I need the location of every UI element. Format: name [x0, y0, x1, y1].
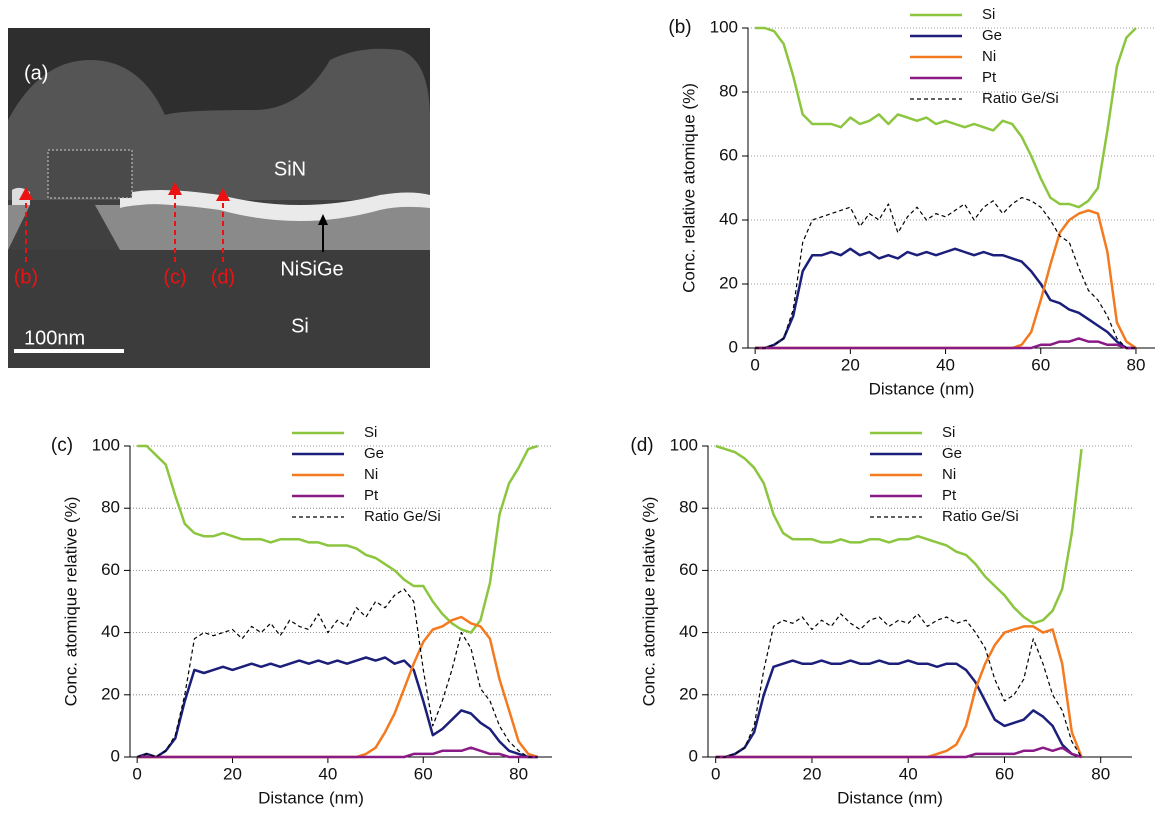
arrow-head	[168, 182, 182, 195]
x-tick-label: 20	[841, 355, 860, 374]
legend-label: Si	[942, 424, 955, 441]
y-tick-label: 0	[729, 337, 738, 356]
x-tick-label: 0	[711, 764, 720, 783]
x-tick-label: 20	[223, 764, 242, 783]
series-line	[755, 247, 1136, 350]
profile-label: (c)	[163, 266, 186, 288]
y-tick-label: 20	[679, 684, 698, 703]
x-tick-label: 60	[1031, 355, 1050, 374]
legend-label: Pt	[942, 487, 957, 504]
series-line	[137, 746, 538, 759]
series-line	[715, 746, 1082, 759]
legend-label: Ratio Ge/Si	[364, 508, 441, 525]
legend-label: Ni	[364, 466, 378, 483]
y-tick-label: 40	[101, 622, 120, 641]
legend-label: Si	[364, 424, 377, 441]
legend-label: Ratio Ge/Si	[982, 90, 1059, 107]
x-tick-label: 0	[750, 355, 759, 374]
legend-label: Ni	[942, 466, 956, 483]
series-line	[755, 197, 1136, 349]
y-tick-label: 80	[679, 498, 698, 517]
series-line	[755, 337, 1136, 350]
nisige-layer	[120, 190, 430, 221]
arrow-head	[19, 187, 33, 200]
series-line	[136, 656, 538, 759]
x-tick-label: 80	[1091, 764, 1110, 783]
y-tick-label: 20	[101, 684, 120, 703]
legend-label: Si	[982, 6, 995, 23]
arrows	[19, 182, 328, 262]
layer-label: NiSiGe	[280, 258, 343, 280]
panel-label: (b)	[668, 17, 691, 38]
x-tick-label: 40	[899, 764, 918, 783]
scale-label: 100nm	[24, 327, 85, 349]
layer-label: SiN	[274, 158, 306, 180]
series-line	[755, 209, 1137, 350]
y-tick-label: 0	[689, 746, 698, 765]
y-tick-label: 80	[719, 81, 738, 100]
legend-label: Pt	[982, 69, 997, 86]
y-axis-label: Conc. atomique relative (%)	[61, 497, 80, 707]
x-axis-label: Distance (nm)	[837, 788, 943, 807]
legend-label: Ge	[942, 445, 962, 462]
series-line	[715, 613, 1083, 758]
legend-label: Ratio Ge/Si	[942, 508, 1019, 525]
y-tick-label: 100	[710, 17, 738, 36]
y-tick-label: 60	[679, 560, 698, 579]
legend-label: Ge	[982, 27, 1002, 44]
y-tick-label: 0	[111, 746, 120, 765]
legend-label: Ge	[364, 445, 384, 462]
arrow-head	[318, 214, 328, 225]
x-tick-label: 80	[1126, 355, 1145, 374]
y-tick-label: 60	[101, 560, 120, 579]
panel-label: (a)	[24, 62, 48, 84]
legend-label: Pt	[364, 487, 379, 504]
x-axis-label: Distance (nm)	[258, 788, 364, 807]
profile-label: (d)	[211, 266, 235, 288]
y-tick-label: 40	[679, 622, 698, 641]
y-tick-label: 40	[719, 209, 738, 228]
micrograph: (a) SiN SiGe NiSiGe Si 100nm (b) (c) (d)	[8, 28, 560, 368]
y-tick-label: 60	[719, 145, 738, 164]
y-tick-label: 20	[719, 273, 738, 292]
layer-label: Si	[291, 315, 309, 337]
x-tick-label: 0	[132, 764, 141, 783]
x-axis-label: Distance (nm)	[869, 379, 975, 398]
layer-label: SiGe	[431, 218, 475, 240]
series-line	[137, 588, 538, 758]
y-tick-label: 80	[101, 498, 120, 517]
y-tick-label: 100	[670, 435, 698, 454]
panel-label: (c)	[51, 435, 73, 456]
series-line	[715, 659, 1082, 759]
y-axis-label: Conc. atomique relative (%)	[639, 497, 658, 707]
series-line	[715, 625, 1083, 759]
si-substrate	[8, 250, 430, 368]
x-tick-label: 40	[318, 764, 337, 783]
profile-label: (b)	[14, 266, 38, 288]
legend-label: Ni	[982, 48, 996, 65]
x-tick-label: 60	[414, 764, 433, 783]
y-tick-label: 100	[92, 435, 120, 454]
y-axis-label: Conc. relative atomique (%)	[679, 83, 698, 293]
x-tick-label: 20	[802, 764, 821, 783]
series-line	[137, 615, 539, 759]
x-tick-label: 60	[995, 764, 1014, 783]
series-line	[715, 444, 1083, 625]
series-line	[755, 26, 1137, 209]
x-tick-label: 80	[509, 764, 528, 783]
x-tick-label: 40	[936, 355, 955, 374]
series-line	[137, 444, 539, 634]
arrow-head	[216, 188, 230, 201]
gate-left	[47, 149, 133, 199]
panel-label: (d)	[630, 435, 653, 456]
